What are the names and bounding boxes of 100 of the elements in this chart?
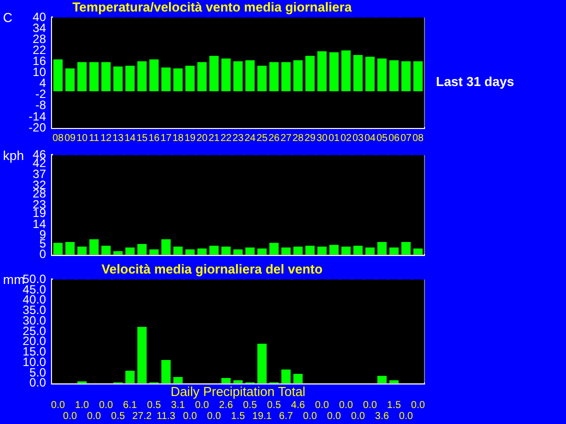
bar — [377, 376, 387, 384]
x-tick-label: 17 — [160, 132, 172, 144]
bar — [317, 51, 327, 92]
bar — [221, 58, 231, 92]
x-tick-label: 19 — [184, 132, 196, 144]
x-tick-label: 20 — [196, 132, 208, 144]
bar — [149, 59, 159, 92]
data-label: 0.0 — [99, 400, 114, 411]
data-label: 0.5 — [111, 410, 126, 422]
x-tick-label: 24 — [244, 132, 256, 144]
data-label: 0.0 — [183, 410, 198, 422]
chart-title: Temperatura/velocità vento media giornaliera — [72, 0, 352, 14]
data-label: 6.7 — [279, 410, 294, 422]
data-label: 3.6 — [375, 410, 390, 422]
x-tick-label: 06 — [388, 132, 400, 144]
x-tick-label: 07 — [400, 132, 412, 144]
data-label: 1.0 — [75, 400, 90, 411]
bar — [185, 66, 195, 92]
bar — [389, 247, 399, 255]
data-label: 6.1 — [123, 400, 138, 411]
data-label: 0.0 — [399, 410, 414, 422]
bar — [209, 56, 219, 92]
bar — [245, 247, 255, 255]
bar — [53, 59, 63, 92]
bar — [221, 246, 231, 255]
x-axis-title: Daily Precipitation Total — [170, 384, 306, 399]
bar — [293, 60, 303, 92]
x-tick-label: 21 — [208, 132, 220, 144]
bar — [257, 66, 267, 92]
bar — [173, 246, 183, 255]
x-tick-label: 25 — [256, 132, 268, 144]
x-tick-label: 03 — [352, 132, 364, 144]
bar — [269, 242, 279, 255]
bar — [197, 248, 207, 255]
bar — [413, 248, 423, 255]
x-tick-label: 22 — [220, 132, 232, 144]
data-label: 1.5 — [387, 400, 402, 411]
data-label: 19.1 — [252, 410, 272, 422]
data-label: 0.5 — [243, 400, 258, 411]
x-tick-label: 13 — [112, 132, 124, 144]
bar — [137, 244, 147, 255]
bar — [317, 246, 327, 255]
bar — [341, 246, 351, 255]
bar — [353, 54, 363, 92]
data-label: 0.5 — [147, 400, 162, 411]
bar — [341, 50, 351, 92]
data-label: 0.0 — [195, 400, 210, 411]
data-label: 0.0 — [51, 400, 66, 411]
bar — [305, 246, 315, 255]
bar — [389, 60, 399, 92]
x-tick-label: 05 — [376, 132, 388, 144]
bar — [281, 369, 291, 384]
x-tick-label: 27 — [280, 132, 292, 144]
bar — [125, 247, 135, 255]
x-tick-label: 16 — [148, 132, 160, 144]
data-label: 0.0 — [363, 400, 378, 411]
bar — [161, 360, 171, 384]
bar — [173, 68, 183, 92]
y-axis-title: C — [3, 10, 12, 26]
data-label: 0.0 — [87, 410, 102, 422]
x-tick-label: 23 — [232, 132, 244, 144]
data-label: 0.0 — [207, 410, 222, 422]
bar — [329, 52, 339, 92]
bar — [401, 61, 411, 92]
bar — [281, 62, 291, 92]
bar — [89, 62, 99, 92]
data-label: 0.0 — [63, 410, 78, 422]
bar — [257, 248, 267, 255]
bar — [161, 67, 171, 92]
bar — [161, 239, 171, 255]
bar — [377, 242, 387, 255]
bar — [101, 62, 111, 92]
data-label: 0.0 — [411, 400, 426, 411]
bar — [413, 61, 423, 92]
data-label: 27.2 — [132, 410, 152, 422]
bar — [77, 246, 87, 255]
data-label: 1.5 — [231, 410, 246, 422]
bar — [125, 370, 135, 384]
data-label: 4.6 — [291, 400, 306, 411]
data-label: 0.0 — [315, 400, 330, 411]
x-tick-label: 01 — [328, 132, 340, 144]
bar — [173, 376, 183, 384]
bar — [257, 344, 267, 384]
bar — [269, 62, 279, 92]
data-label: 2.6 — [219, 400, 234, 411]
bar — [353, 246, 363, 255]
bar — [137, 326, 147, 384]
x-tick-label: 15 — [136, 132, 148, 144]
bar — [293, 246, 303, 255]
x-tick-label: 30 — [316, 132, 328, 144]
data-label: 0.0 — [351, 410, 366, 422]
y-tick-label: 14 — [32, 216, 46, 231]
bar — [329, 244, 339, 255]
bar — [89, 239, 99, 255]
bar — [113, 66, 123, 92]
x-tick-label: 09 — [64, 132, 76, 144]
bar — [209, 246, 219, 255]
y-tick-label: 0 — [39, 247, 46, 262]
x-tick-label: 14 — [124, 132, 136, 144]
x-tick-label: 10 — [76, 132, 88, 144]
